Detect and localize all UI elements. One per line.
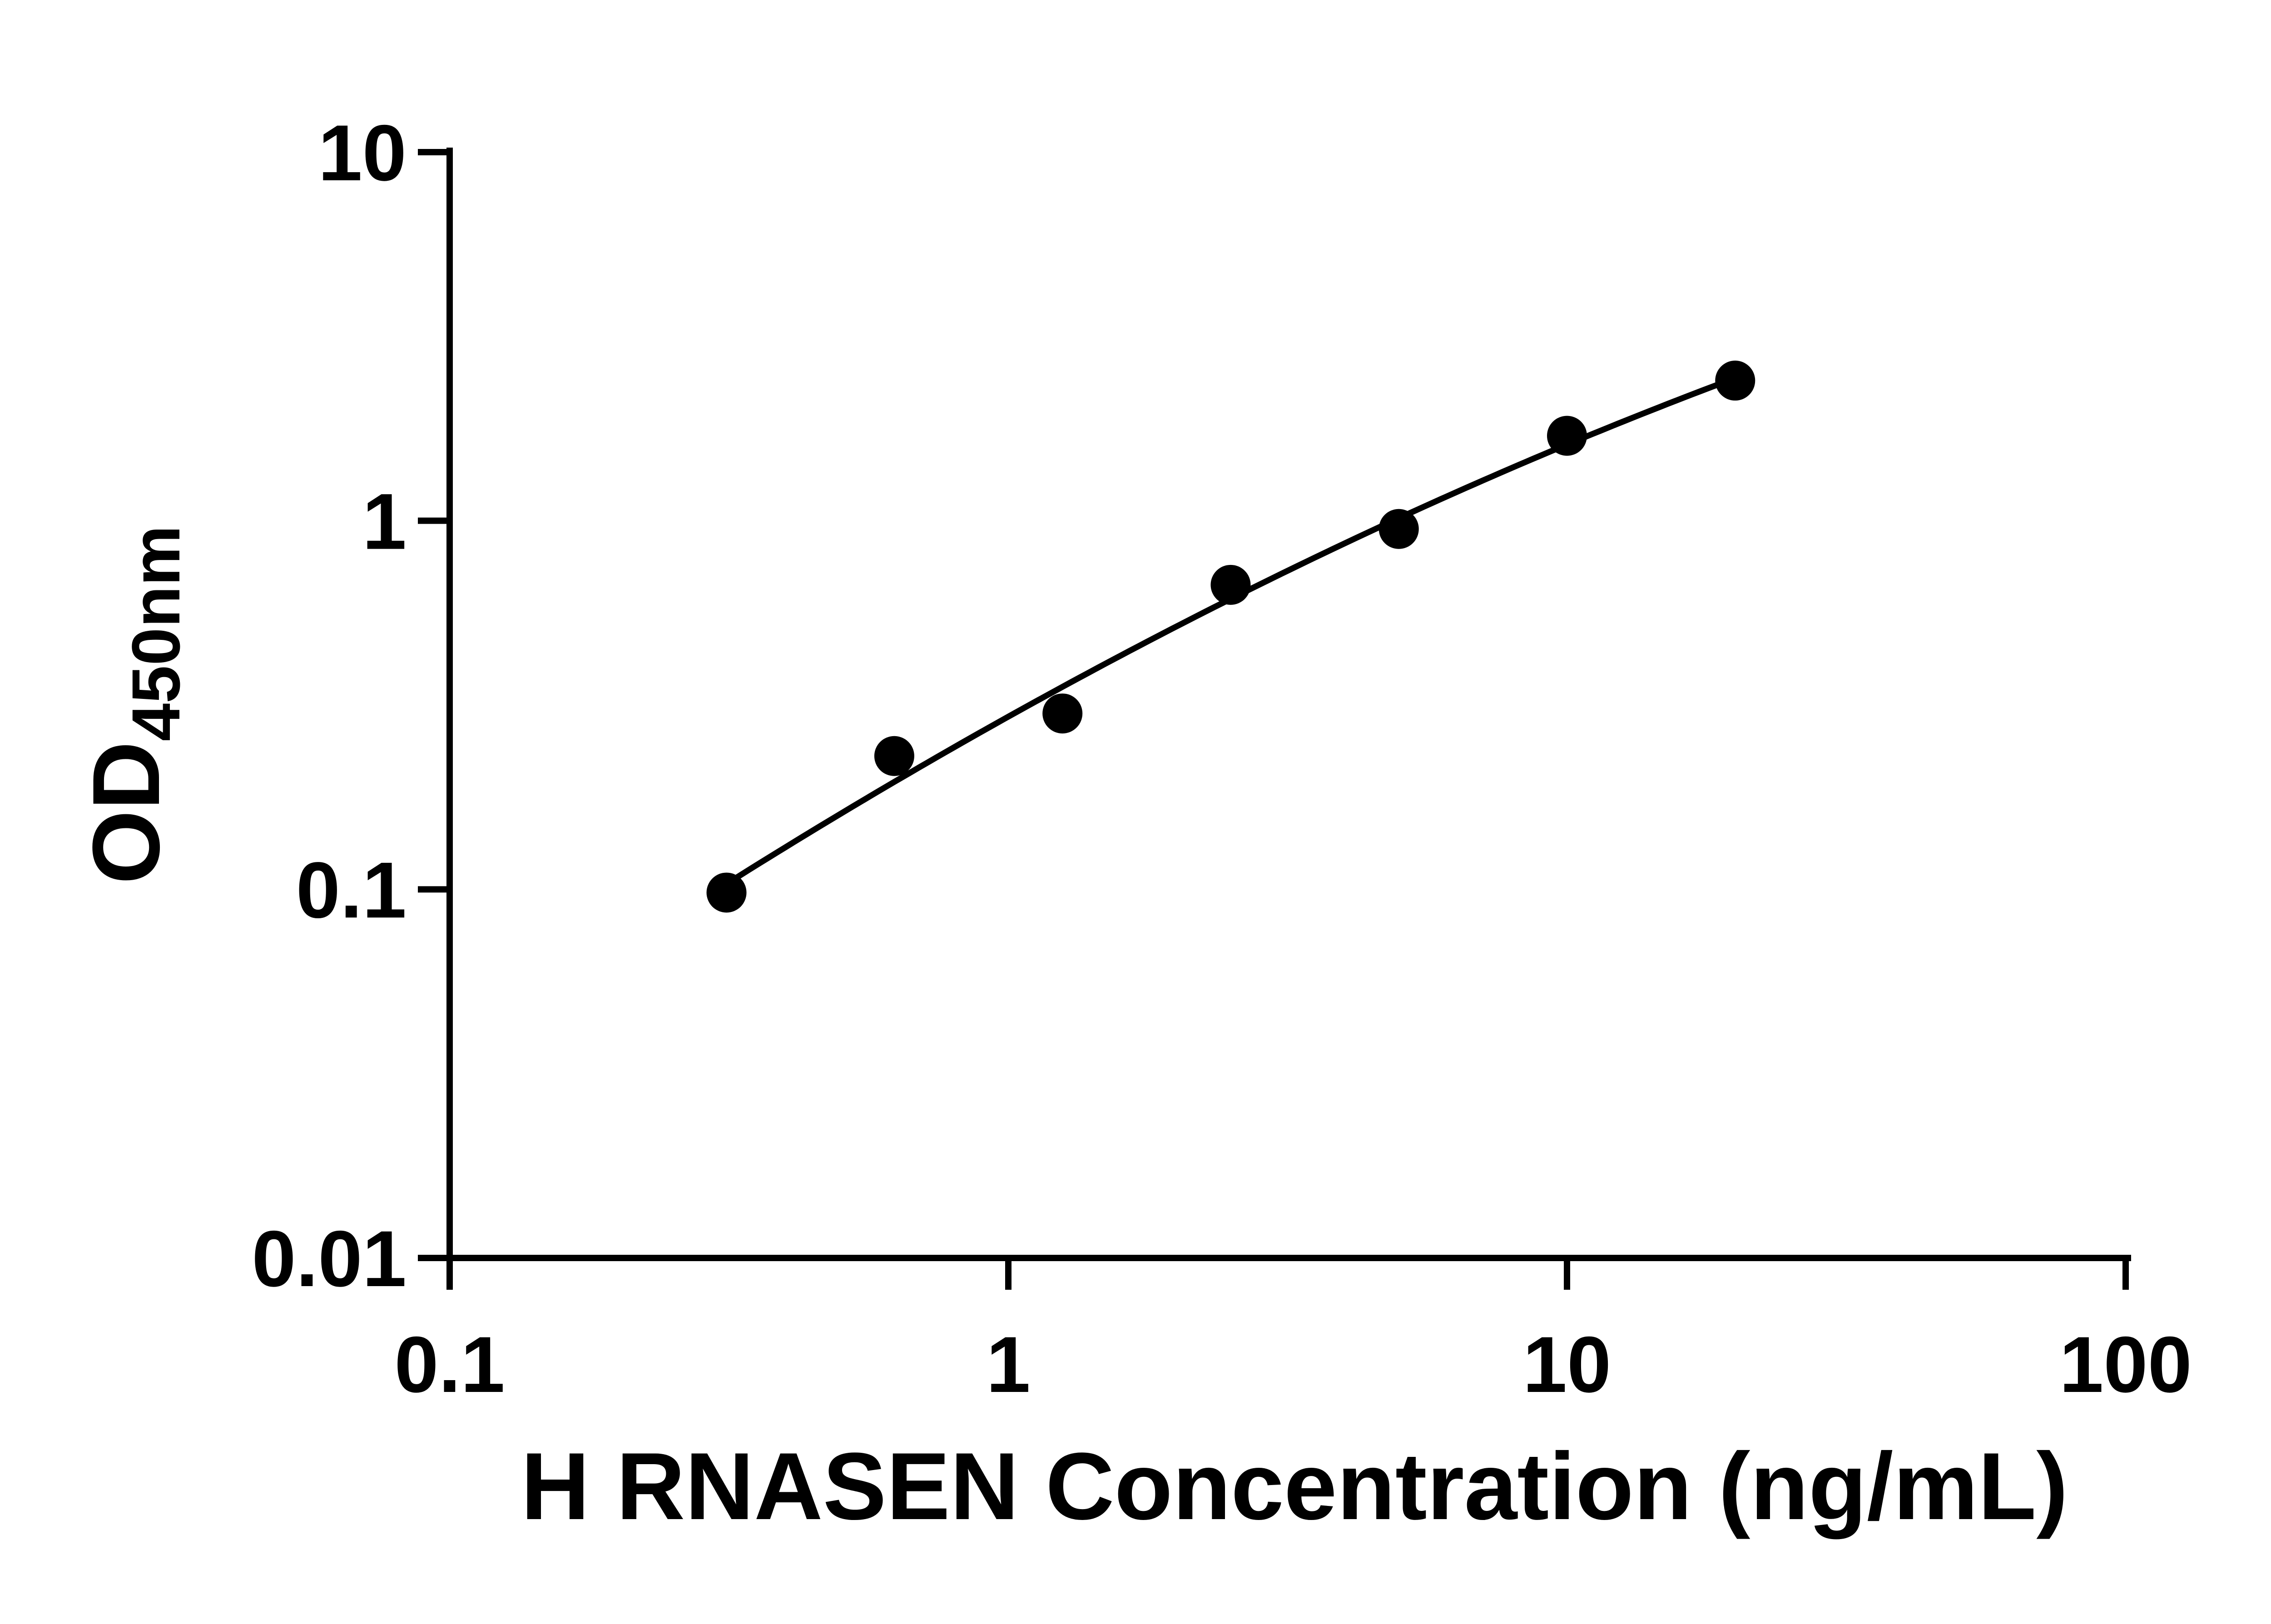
data-point <box>874 736 914 776</box>
data-point <box>1042 693 1083 734</box>
fit-curve <box>724 375 1738 887</box>
y-tick-label: 0.1 <box>296 846 407 935</box>
y-axis-title: OD450nm <box>73 525 194 884</box>
x-axis-title: H RNASEN Concentration (ng/mL) <box>521 1433 2068 1540</box>
y-tick-label: 1 <box>362 478 407 566</box>
data-point <box>1210 564 1251 605</box>
data-point <box>1715 361 1755 401</box>
data-point <box>1378 509 1419 549</box>
data-point <box>1547 416 1587 456</box>
x-tick-label: 0.1 <box>394 1321 505 1409</box>
data-point <box>706 872 747 913</box>
x-tick-label: 10 <box>1523 1321 1612 1409</box>
plot-area: 0.1 1 10 100 0.01 0.1 1 10 <box>252 109 2192 1409</box>
x-tick-label: 100 <box>2059 1321 2192 1409</box>
x-tick-label: 1 <box>986 1321 1030 1409</box>
y-axis-title-main: OD <box>73 741 179 884</box>
axes-frame <box>446 148 2131 1261</box>
y-tick-label: 0.01 <box>252 1215 407 1303</box>
y-axis-title-sub: 450nm <box>118 525 194 741</box>
y-tick-label: 10 <box>318 109 407 198</box>
